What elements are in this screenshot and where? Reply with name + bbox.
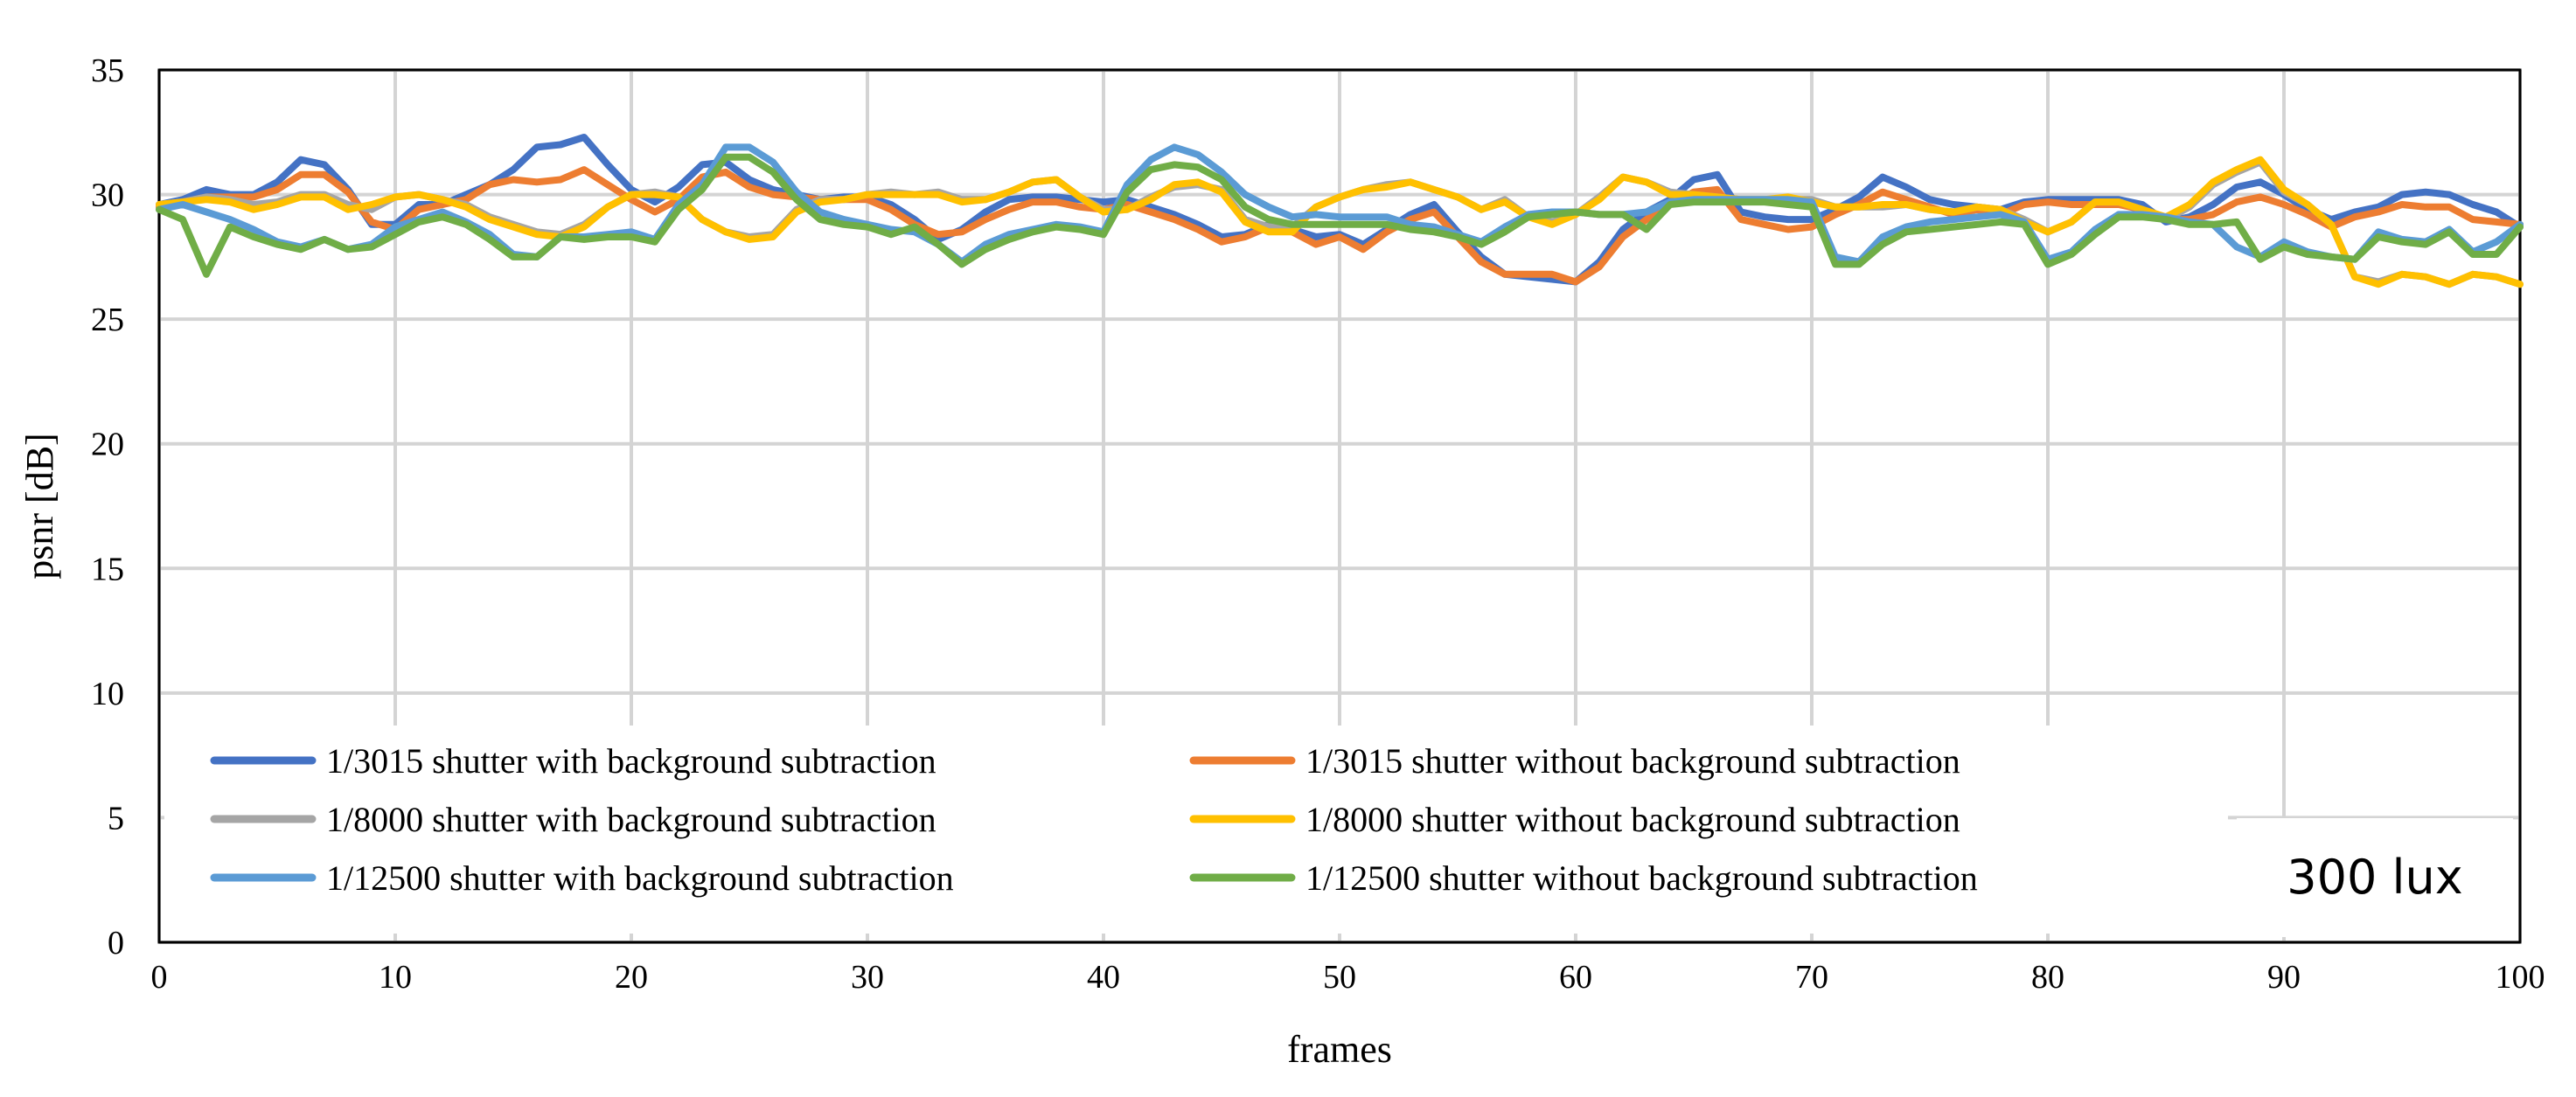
x-tick-label-90: 90	[2267, 959, 2301, 996]
plot-area-border	[157, 68, 2522, 944]
y-tick-label-0: 0	[108, 925, 124, 962]
series-line-6	[156, 153, 2524, 278]
x-tick-label-50: 50	[1323, 959, 1356, 996]
tick-labels: 0 10 20 30 40 50 60 70 80 90 100 0 5 10 15 20 25 30 35	[91, 52, 2545, 996]
y-tick-label-30: 30	[91, 177, 124, 214]
legend-label-3: 1/8000 shutter with background subtracti…	[326, 800, 936, 839]
y-axis-title: psnr [dB]	[18, 433, 61, 579]
legend-label-1: 1/3015 shutter with background subtracti…	[326, 741, 936, 781]
x-tick-label-60: 60	[1559, 959, 1592, 996]
legend-label-5: 1/12500 shutter with background subtract…	[326, 858, 954, 898]
annotation-box	[2237, 818, 2513, 937]
series-line-4	[156, 156, 2524, 288]
lux-annotation: 300 lux	[2287, 850, 2462, 905]
y-tick-label-20: 20	[91, 427, 124, 463]
x-tick-label-20: 20	[615, 959, 648, 996]
y-tick-label-5: 5	[108, 800, 124, 837]
y-tick-label-15: 15	[91, 551, 124, 587]
x-tick-label-40: 40	[1087, 959, 1120, 996]
x-tick-label-30: 30	[851, 959, 884, 996]
x-tick-label-100: 100	[2496, 959, 2545, 996]
y-tick-label-25: 25	[91, 302, 124, 338]
x-tick-label-0: 0	[151, 959, 168, 996]
legend: 1/3015 shutter with background subtracti…	[210, 741, 1978, 898]
x-axis-title: frames	[1287, 1028, 1392, 1071]
legend-label-2: 1/3015 shutter without background subtra…	[1305, 741, 1960, 781]
x-tick-label-70: 70	[1795, 959, 1828, 996]
x-tick-label-10: 10	[379, 959, 412, 996]
legend-label-6: 1/12500 shutter without background subtr…	[1305, 858, 1978, 898]
y-tick-label-35: 35	[91, 52, 124, 89]
legend-label-4: 1/8000 shutter without background subtra…	[1305, 800, 1960, 839]
y-tick-label-10: 10	[91, 676, 124, 712]
x-tick-label-80: 80	[2031, 959, 2064, 996]
series-lines	[156, 134, 2524, 288]
